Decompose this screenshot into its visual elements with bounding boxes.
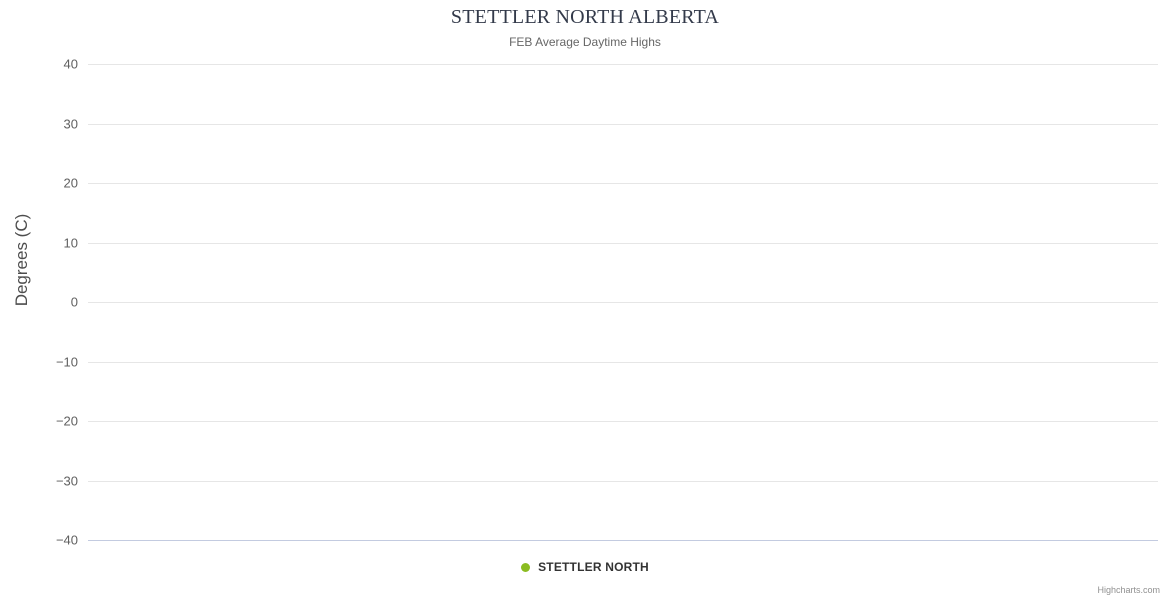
gridline	[88, 243, 1158, 244]
y-axis-tick-label: 20	[63, 175, 78, 191]
legend-marker-circle-icon	[521, 562, 531, 572]
legend-item[interactable]: STETTLER NORTH	[515, 560, 655, 574]
gridline	[88, 302, 1158, 303]
gridline	[88, 540, 1158, 541]
gridline	[88, 362, 1158, 363]
plot-area	[88, 64, 1158, 541]
gridline	[88, 421, 1158, 422]
gridline	[88, 481, 1158, 482]
y-axis-tick-label: 10	[63, 235, 78, 251]
chart-subtitle: FEB Average Daytime Highs	[509, 35, 661, 49]
y-axis-tick-label: 30	[63, 116, 78, 132]
gridline	[88, 183, 1158, 184]
y-axis-tick-label: 0	[70, 294, 78, 310]
chart-legend: STETTLER NORTH	[0, 560, 1170, 574]
y-axis-tick-label: −40	[55, 532, 78, 548]
y-axis-tick-label: −30	[55, 473, 78, 489]
y-axis-tick-label: −20	[55, 413, 78, 429]
gridline	[88, 124, 1158, 125]
chart-title: STETTLER NORTH ALBERTA	[450, 6, 720, 28]
y-axis-tick-label: −10	[55, 354, 78, 370]
y-axis-tick-label: 40	[63, 56, 78, 72]
legend-item-label: STETTLER NORTH	[538, 560, 649, 574]
gridline	[88, 64, 1158, 65]
y-axis-tick-labels: 40 30 20 10 0 −10 −20 −30 −40	[8, 57, 78, 548]
credits-link[interactable]: Highcharts.com	[1097, 585, 1160, 595]
